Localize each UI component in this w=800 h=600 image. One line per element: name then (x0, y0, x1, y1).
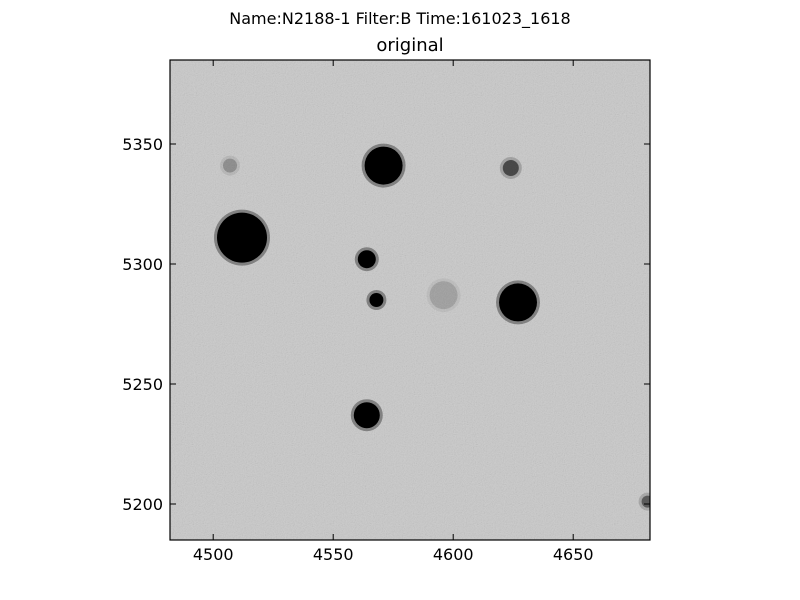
star-8 (220, 155, 240, 176)
y-tick-label-2: 5250 (122, 375, 163, 394)
axes-frame (169, 59, 651, 541)
stars-layer (214, 143, 650, 511)
star-5 (496, 280, 540, 325)
ticks-layer: 4500 4550 4600 4650 5350 5300 5250 5200 (122, 60, 650, 564)
star-9 (426, 278, 461, 313)
figure-suptitle: Name:N2188-1 Filter:B Time:161023_1618 (229, 9, 571, 28)
star-2 (214, 209, 270, 266)
star-7 (499, 157, 522, 179)
plot-title: original (376, 35, 444, 56)
y-tick-label-3: 5200 (122, 495, 163, 514)
noise-texture (170, 60, 650, 540)
x-tick-label-3: 4650 (553, 545, 594, 564)
x-tick-label-2: 4600 (433, 545, 474, 564)
star-10 (638, 492, 650, 511)
y-tick-label-0: 5350 (122, 135, 163, 154)
x-tick-label-0: 4500 (193, 545, 234, 564)
x-tick-label-1: 4550 (313, 545, 354, 564)
star-4 (366, 290, 387, 310)
star-3 (354, 247, 379, 272)
star-6 (350, 399, 383, 432)
star-1 (361, 143, 406, 188)
y-tick-label-1: 5300 (122, 255, 163, 274)
